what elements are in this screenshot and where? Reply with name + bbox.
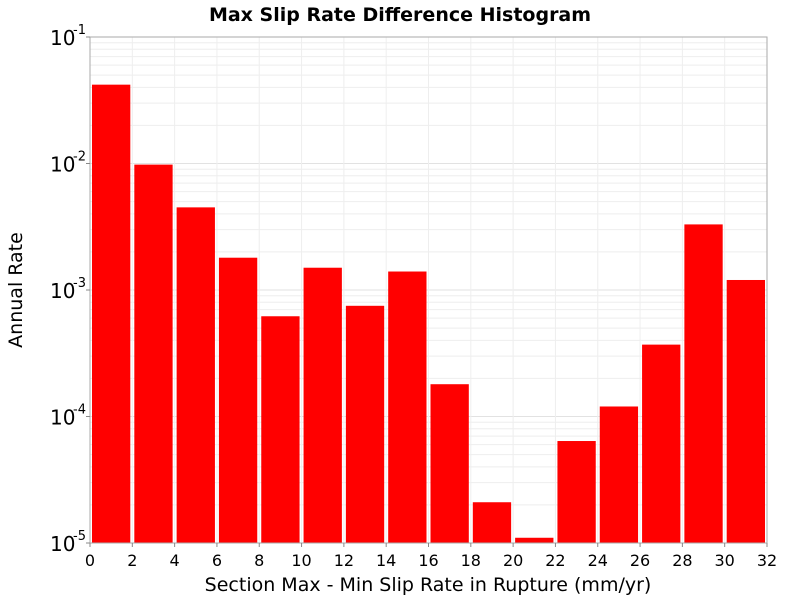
- histogram-bar: [430, 384, 469, 543]
- histogram-bar: [92, 84, 131, 543]
- histogram-bar: [388, 271, 427, 543]
- histogram-bar: [515, 537, 554, 543]
- x-tick-label: 4: [170, 551, 180, 570]
- y-tick-label-base: 10: [50, 406, 75, 430]
- histogram-bar: [134, 164, 173, 543]
- y-axis-label: Annual Rate: [5, 232, 27, 348]
- x-tick-label: 28: [672, 551, 692, 570]
- histogram-bar: [557, 441, 596, 543]
- y-tick-label-exponent: -3: [73, 276, 86, 291]
- y-tick-label-base: 10: [50, 153, 75, 177]
- histogram-bar: [176, 207, 215, 543]
- y-tick-label-exponent: -4: [73, 403, 86, 418]
- x-tick-label: 32: [757, 551, 777, 570]
- histogram-bar: [599, 406, 639, 543]
- histogram-bar: [726, 279, 765, 543]
- y-axis-ticks: 10-510-410-310-210-1: [50, 23, 90, 556]
- histogram-bar: [261, 316, 300, 543]
- y-tick-label-exponent: -2: [73, 150, 86, 165]
- histogram-bar: [472, 502, 512, 543]
- x-tick-label: 14: [376, 551, 396, 570]
- x-tick-label: 24: [588, 551, 608, 570]
- histogram-bar: [303, 267, 342, 543]
- x-axis-ticks: 0 2 4 6 8 10 12 14 16 18 20 22 24 26 28 30 32: [85, 543, 777, 570]
- x-tick-label: 12: [334, 551, 354, 570]
- x-axis-label: Section Max - Min Slip Rate in Rupture (…: [205, 574, 652, 596]
- x-tick-label: 0: [85, 551, 95, 570]
- x-tick-label: 20: [503, 551, 523, 570]
- x-tick-label: 18: [461, 551, 481, 570]
- histogram-bar: [642, 344, 681, 543]
- x-tick-label: 2: [127, 551, 137, 570]
- y-tick-label-base: 10: [50, 532, 75, 556]
- y-tick-label-base: 10: [50, 26, 75, 50]
- bars: [92, 84, 765, 543]
- histogram-bar: [218, 257, 258, 543]
- x-tick-label: 6: [212, 551, 222, 570]
- y-tick-label-base: 10: [50, 279, 75, 303]
- x-tick-label: 10: [291, 551, 311, 570]
- x-tick-label: 16: [418, 551, 438, 570]
- y-tick-label-exponent: -1: [73, 23, 86, 38]
- x-tick-label: 30: [715, 551, 735, 570]
- x-tick-label: 8: [254, 551, 264, 570]
- x-tick-label: 22: [545, 551, 565, 570]
- histogram-bar: [684, 224, 723, 543]
- y-tick-label-exponent: -5: [73, 529, 86, 544]
- chart-title: Max Slip Rate Difference Histogram: [209, 4, 591, 26]
- histogram-bar: [345, 305, 385, 543]
- x-tick-label: 26: [630, 551, 650, 570]
